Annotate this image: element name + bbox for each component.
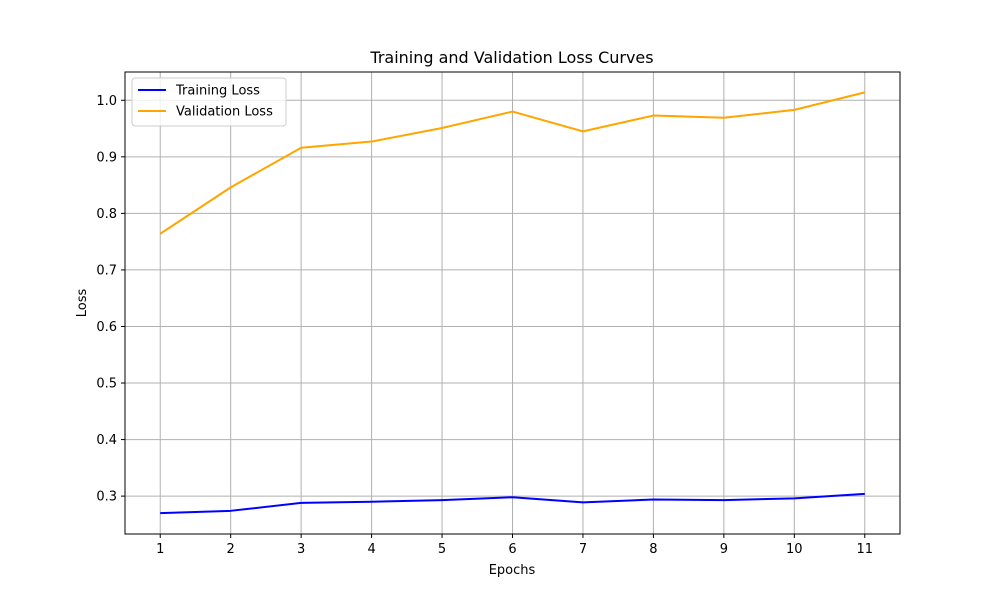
x-tick-label: 1 (156, 542, 164, 557)
x-tick-label: 3 (297, 542, 305, 557)
y-tick-label: 0.7 (96, 263, 117, 278)
x-tick-label: 8 (649, 542, 657, 557)
x-tick-label: 5 (438, 542, 446, 557)
legend-label: Training Loss (175, 84, 260, 99)
x-axis-label: Epochs (489, 563, 536, 578)
series-lines (159, 91, 866, 515)
x-tick-label: 4 (367, 542, 375, 557)
x-tick-label: 10 (786, 542, 803, 557)
y-tick-label: 0.5 (96, 377, 117, 392)
legend: Training Loss Validation Loss (131, 77, 287, 127)
x-tick-label: 9 (720, 542, 728, 557)
grid-lines (125, 72, 900, 534)
series-line-training-loss (160, 492, 865, 515)
series-line-validation-loss (159, 91, 866, 235)
x-tick-label: 7 (579, 542, 587, 557)
y-tick-label: 1.0 (96, 94, 117, 109)
chart-title: Training and Validation Loss Curves (369, 48, 653, 67)
x-tick-label: 2 (227, 542, 235, 557)
x-tick-label: 6 (508, 542, 516, 557)
y-tick-label: 0.6 (96, 320, 117, 335)
y-tick-label: 0.9 (96, 150, 117, 165)
legend-label: Validation Loss (176, 105, 273, 120)
y-tick-label: 0.3 (96, 490, 117, 505)
y-tick-label: 0.8 (96, 207, 117, 222)
y-axis-ticks: 0.3 0.4 0.5 0.6 0.7 0.8 0.9 1.0 (96, 94, 125, 505)
x-tick-label: 11 (856, 542, 873, 557)
x-axis-ticks: 1 2 3 4 5 6 7 8 9 10 11 (156, 534, 873, 557)
legend-box (131, 77, 287, 127)
y-tick-label: 0.4 (96, 433, 117, 448)
y-axis-label: Loss (75, 289, 90, 318)
